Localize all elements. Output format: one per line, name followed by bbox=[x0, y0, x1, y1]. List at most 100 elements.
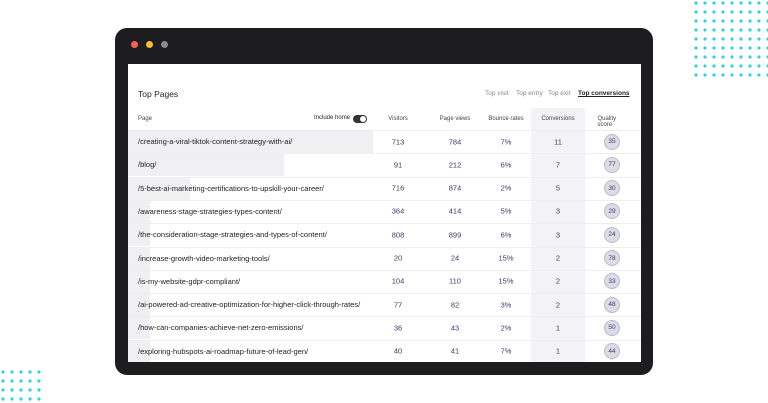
cell: 24 bbox=[450, 253, 460, 263]
page-link[interactable]: /ai-powered-ad-creative-optimization-for… bbox=[138, 300, 361, 310]
cell: 7% bbox=[500, 137, 512, 146]
cell: 3 bbox=[555, 230, 561, 240]
cell: 7% bbox=[500, 346, 512, 356]
cell: 1 bbox=[555, 346, 561, 356]
row-divider bbox=[128, 153, 641, 177]
cell: 7 bbox=[555, 160, 561, 170]
cell: 82 bbox=[450, 300, 460, 310]
table-panel: Top Pages Include home Top visit Top entr… bbox=[128, 64, 641, 362]
page-link[interactable]: /exploring-hubspots-ai-roadmap-future-of… bbox=[138, 346, 309, 356]
page-link[interactable]: /5-best-ai-marketing-certifications-to-u… bbox=[138, 183, 324, 193]
page-link[interactable]: /is-my-website-gdpr-compliant/ bbox=[138, 276, 241, 286]
maximize-button[interactable] bbox=[161, 41, 168, 48]
cell: 716 bbox=[391, 183, 405, 193]
cell: 414 bbox=[448, 206, 462, 216]
cell: 41 bbox=[450, 346, 460, 356]
column-header: Page bbox=[138, 116, 153, 122]
cell: 5 bbox=[555, 183, 561, 193]
row-bar bbox=[128, 317, 150, 340]
row-divider bbox=[128, 176, 641, 201]
minimize-button[interactable] bbox=[146, 41, 153, 48]
page-link[interactable]: /how-can-companies-achieve-net-zero-emis… bbox=[138, 323, 304, 333]
column-header: Conversions bbox=[541, 116, 575, 122]
cell: 6% bbox=[500, 160, 512, 170]
cell: 5% bbox=[500, 206, 512, 216]
row-divider bbox=[128, 199, 641, 224]
row-bar bbox=[128, 294, 150, 317]
tab[interactable]: Top exit bbox=[548, 90, 571, 97]
row-bar bbox=[128, 247, 150, 270]
column-header: Page views bbox=[439, 116, 471, 122]
page-link[interactable]: /creating-a-viral-tiktok-content-strateg… bbox=[138, 137, 293, 146]
cell: 6% bbox=[500, 230, 512, 240]
tab[interactable]: Top conversions bbox=[578, 90, 630, 97]
row-divider bbox=[128, 130, 641, 154]
cell: 77 bbox=[393, 300, 403, 310]
cell: 2% bbox=[500, 323, 512, 333]
cell: 3% bbox=[500, 300, 512, 310]
cell: 110 bbox=[449, 276, 461, 286]
cell: 2 bbox=[555, 300, 561, 310]
quality-score: 33 bbox=[604, 273, 620, 290]
panel-title: Top Pages bbox=[138, 89, 179, 99]
cell: 713 bbox=[391, 137, 405, 146]
quality-score: 24 bbox=[604, 226, 620, 243]
row-bar bbox=[128, 154, 284, 177]
cell: 364 bbox=[391, 206, 405, 216]
cell: 808 bbox=[391, 230, 405, 240]
quality-score: 29 bbox=[604, 203, 620, 220]
cell: 874 bbox=[448, 183, 462, 193]
page-link[interactable]: /awareness-stage-strategies-types-conten… bbox=[138, 206, 282, 216]
cell: 104 bbox=[391, 276, 405, 286]
column-header: Quality score bbox=[597, 116, 617, 128]
row-bar bbox=[128, 340, 150, 362]
cell: 2% bbox=[500, 183, 512, 193]
row-divider bbox=[128, 316, 641, 340]
quality-score: 77 bbox=[604, 156, 620, 173]
cell: 15% bbox=[498, 276, 514, 286]
cell: 3 bbox=[555, 206, 561, 216]
row-bar bbox=[128, 224, 150, 247]
cell: 20 bbox=[393, 253, 403, 263]
cell: 899 bbox=[448, 230, 462, 240]
cell: 36 bbox=[393, 323, 403, 333]
cell: 11 bbox=[554, 137, 562, 146]
cell: 212 bbox=[448, 160, 462, 170]
page-link[interactable]: /blog/ bbox=[138, 160, 157, 170]
quality-score: 48 bbox=[604, 296, 620, 313]
cell: 2 bbox=[555, 276, 561, 286]
quality-score: 50 bbox=[604, 319, 620, 336]
page-link[interactable]: /the-consideration-stage-strategies-and-… bbox=[138, 230, 327, 240]
tab[interactable]: Top entry bbox=[516, 90, 543, 97]
row-bar bbox=[128, 177, 190, 200]
quality-score: 30 bbox=[604, 180, 620, 197]
column-header: Visitors bbox=[388, 116, 408, 122]
row-divider bbox=[128, 269, 641, 294]
cell: 1 bbox=[555, 323, 561, 333]
column-header: Bounce rates bbox=[488, 116, 524, 122]
cell: 91 bbox=[393, 160, 403, 170]
cell: 15% bbox=[498, 253, 514, 263]
cell: 40 bbox=[393, 346, 403, 356]
row-bar bbox=[128, 131, 373, 153]
tab[interactable]: Top visit bbox=[485, 90, 509, 97]
row-divider bbox=[128, 223, 641, 247]
row-divider bbox=[128, 339, 641, 362]
page-link[interactable]: /increase-growth-video-marketing-tools/ bbox=[138, 253, 270, 263]
row-divider bbox=[128, 293, 641, 317]
close-button[interactable] bbox=[131, 41, 138, 48]
row-divider bbox=[128, 246, 641, 271]
quality-score: 44 bbox=[604, 343, 620, 360]
cell: 784 bbox=[448, 137, 462, 146]
row-bar bbox=[128, 200, 150, 223]
row-bar bbox=[128, 270, 150, 293]
cell: 2 bbox=[555, 253, 561, 263]
quality-score: 35 bbox=[604, 133, 620, 150]
cell: 43 bbox=[450, 323, 460, 333]
column-highlight bbox=[531, 108, 585, 362]
toggle-label: Include home bbox=[314, 115, 351, 121]
toggle[interactable] bbox=[353, 115, 367, 123]
quality-score: 78 bbox=[604, 250, 620, 266]
